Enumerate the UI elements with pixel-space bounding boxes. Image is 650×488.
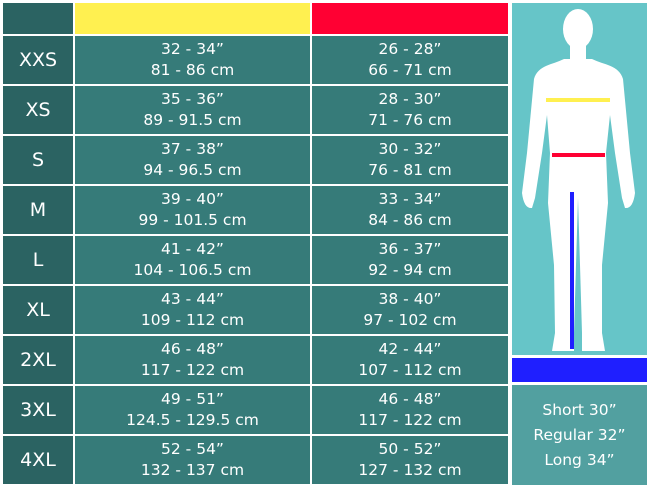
chest-cm: 104 - 106.5 cm: [133, 261, 252, 279]
chest-in: 35 - 36”: [161, 90, 224, 108]
header-corner: [3, 3, 73, 34]
waist-cm: 97 - 102 cm: [363, 311, 457, 329]
size-label: XXS: [3, 36, 73, 84]
chest-cell: 46 - 48” 117 - 122 cm: [75, 336, 310, 384]
size-label: S: [3, 136, 73, 184]
size: L: [32, 249, 44, 271]
waist-cm: 66 - 71 cm: [368, 61, 452, 79]
chest-in: 52 - 54”: [161, 440, 224, 458]
chest-cell: 32 - 34” 81 - 86 cm: [75, 36, 310, 84]
chest-cm: 81 - 86 cm: [150, 61, 235, 79]
waist-in: 50 - 52”: [378, 440, 442, 458]
inseam-color-bar: [512, 358, 647, 382]
chest-cell: 49 - 51” 124.5 - 129.5 cm: [75, 386, 310, 434]
waist-cm: 92 - 94 cm: [368, 261, 452, 279]
chest-cm: 132 - 137 cm: [140, 461, 245, 479]
size: M: [29, 199, 47, 221]
waist-cell: 26 - 28” 66 - 71 cm: [312, 36, 508, 84]
chest-in: 46 - 48”: [161, 340, 224, 358]
size: XS: [25, 99, 51, 121]
size-label: 2XL: [3, 336, 73, 384]
waist-in: 28 - 30”: [378, 90, 442, 108]
size: XL: [26, 299, 50, 321]
inseam-lengths: Short 30” Regular 32” Long 34”: [512, 385, 647, 485]
waist-cell: 42 - 44” 107 - 112 cm: [312, 336, 508, 384]
chest-in: 32 - 34”: [161, 40, 224, 58]
chest-cm: 99 - 101.5 cm: [138, 211, 247, 229]
waist-cell: 33 - 34” 84 - 86 cm: [312, 186, 508, 234]
waist-in: 42 - 44”: [378, 340, 442, 358]
chest-in: 49 - 51”: [161, 390, 224, 408]
waist-line: [552, 153, 605, 157]
waist-cell: 28 - 30” 71 - 76 cm: [312, 86, 508, 134]
chest-in: 41 - 42”: [161, 240, 224, 258]
waist-in: 36 - 37”: [378, 240, 442, 258]
chest-header-swatch: [75, 3, 310, 34]
chest-line: [546, 98, 610, 102]
chest-cell: 37 - 38” 94 - 96.5 cm: [75, 136, 310, 184]
chest-cell: 35 - 36” 89 - 91.5 cm: [75, 86, 310, 134]
waist-cm: 84 - 86 cm: [368, 211, 452, 229]
chest-cm: 117 - 122 cm: [140, 361, 245, 379]
waist-in: 30 - 32”: [378, 140, 442, 158]
waist-cm: 117 - 122 cm: [358, 411, 462, 429]
length-regular: Regular 32”: [533, 426, 626, 444]
waist-cell: 46 - 48” 117 - 122 cm: [312, 386, 508, 434]
waist-cell: 36 - 37” 92 - 94 cm: [312, 236, 508, 284]
chest-cm: 89 - 91.5 cm: [143, 111, 242, 129]
length-long: Long 34”: [544, 451, 615, 469]
size: 4XL: [20, 449, 56, 471]
size-label: 3XL: [3, 386, 73, 434]
waist-in: 46 - 48”: [378, 390, 442, 408]
chest-cell: 41 - 42” 104 - 106.5 cm: [75, 236, 310, 284]
size-label: XL: [3, 286, 73, 334]
size: S: [31, 149, 45, 171]
chest-cm: 124.5 - 129.5 cm: [126, 411, 259, 429]
body-figure-panel: [512, 3, 647, 355]
body-silhouette-icon: [522, 9, 635, 351]
chest-cell: 52 - 54” 132 - 137 cm: [75, 436, 310, 484]
waist-cm: 127 - 132 cm: [358, 461, 462, 479]
size-label: L: [3, 236, 73, 284]
size-label: M: [3, 186, 73, 234]
chest-cell: 43 - 44” 109 - 112 cm: [75, 286, 310, 334]
size-label: 4XL: [3, 436, 73, 484]
chest-cm: 109 - 112 cm: [140, 311, 245, 329]
inseam-line: [570, 192, 574, 349]
size: XXS: [18, 49, 58, 71]
size-label: XS: [3, 86, 73, 134]
waist-in: 26 - 28”: [378, 40, 442, 58]
waist-cm: 76 - 81 cm: [368, 161, 452, 179]
size: 2XL: [20, 349, 56, 371]
chest-in: 39 - 40”: [161, 190, 224, 208]
length-short: Short 30”: [542, 401, 617, 419]
waist-cell: 50 - 52” 127 - 132 cm: [312, 436, 508, 484]
waist-cell: 30 - 32” 76 - 81 cm: [312, 136, 508, 184]
chest-in: 43 - 44”: [161, 290, 224, 308]
waist-header-swatch: [312, 3, 508, 34]
waist-cell: 38 - 40” 97 - 102 cm: [312, 286, 508, 334]
chest-cell: 39 - 40” 99 - 101.5 cm: [75, 186, 310, 234]
size: 3XL: [20, 399, 56, 421]
chest-in: 37 - 38”: [161, 140, 224, 158]
waist-in: 38 - 40”: [378, 290, 442, 308]
waist-cm: 107 - 112 cm: [358, 361, 462, 379]
waist-in: 33 - 34”: [378, 190, 442, 208]
chest-cm: 94 - 96.5 cm: [143, 161, 242, 179]
waist-cm: 71 - 76 cm: [368, 111, 452, 129]
